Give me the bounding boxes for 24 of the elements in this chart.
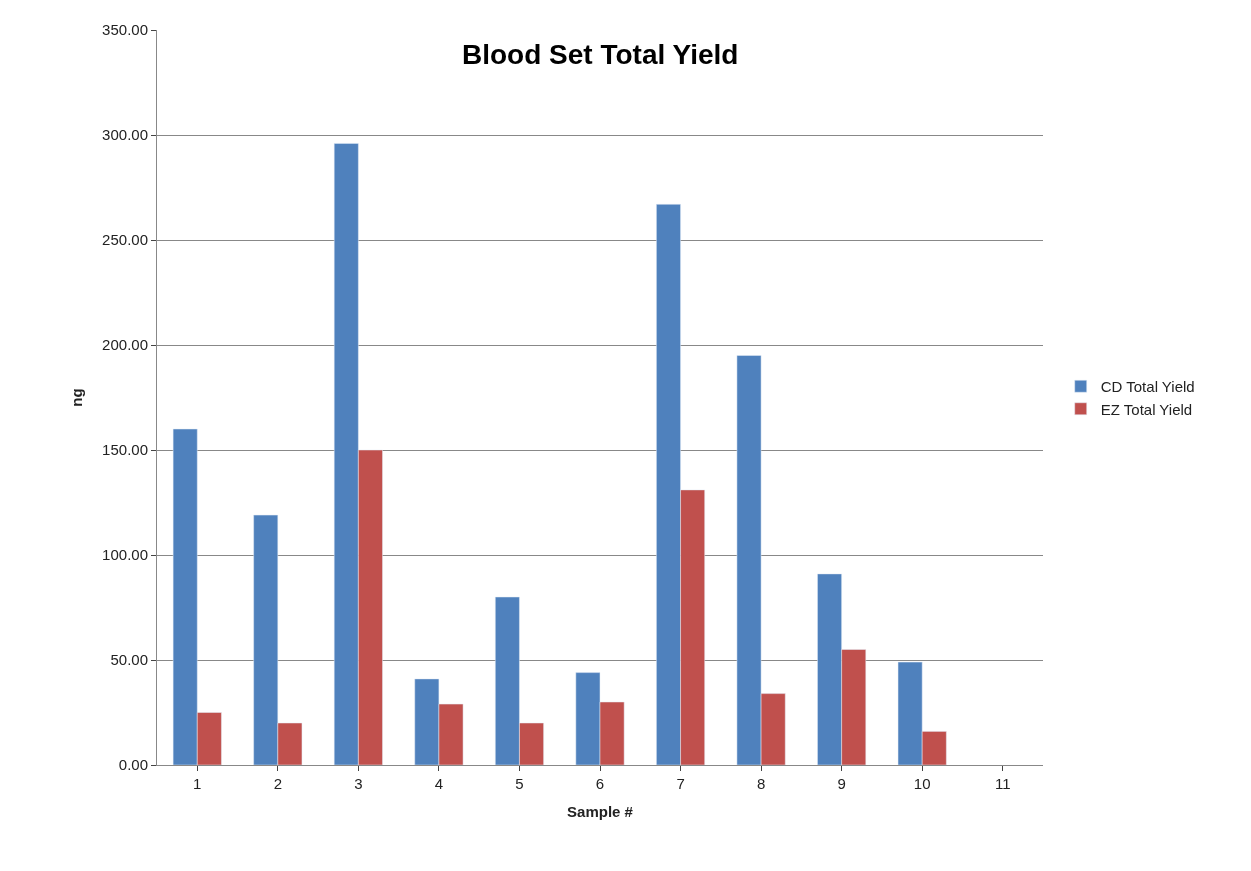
x-axis-title: Sample # [567, 803, 634, 820]
y-tick-label: 200.00 [102, 336, 148, 354]
y-tick-label: 250.00 [102, 231, 148, 249]
y-tick-label: 150.00 [102, 441, 148, 459]
x-tick-label: 1 [193, 775, 202, 792]
x-tick-label: 3 [354, 775, 363, 792]
x-tick-label: 9 [837, 775, 846, 792]
y-axis-title: ng [68, 388, 86, 407]
x-tick-label: 6 [595, 775, 605, 792]
y-tick-label: 300.00 [102, 126, 148, 144]
x-tick-label: 8 [756, 775, 766, 792]
chart-title: Blood Set Total Yield [462, 39, 739, 70]
legend-label: EZ Total Yield [1100, 400, 1193, 418]
x-tick-label: 7 [676, 775, 685, 792]
x-tick-label: 4 [434, 775, 444, 792]
x-tick-label: 10 [913, 775, 931, 792]
x-tick-label: 11 [994, 775, 1011, 792]
legend-label: CD Total Yield [1100, 378, 1195, 396]
x-tick-label: 2 [273, 775, 282, 792]
y-tick-label: 0.00 [118, 756, 148, 774]
x-tick-label: 5 [515, 775, 524, 792]
y-tick-label: 50.00 [110, 651, 148, 669]
y-tick-label: 100.00 [102, 546, 148, 564]
y-tick-label: 350.00 [102, 21, 148, 39]
